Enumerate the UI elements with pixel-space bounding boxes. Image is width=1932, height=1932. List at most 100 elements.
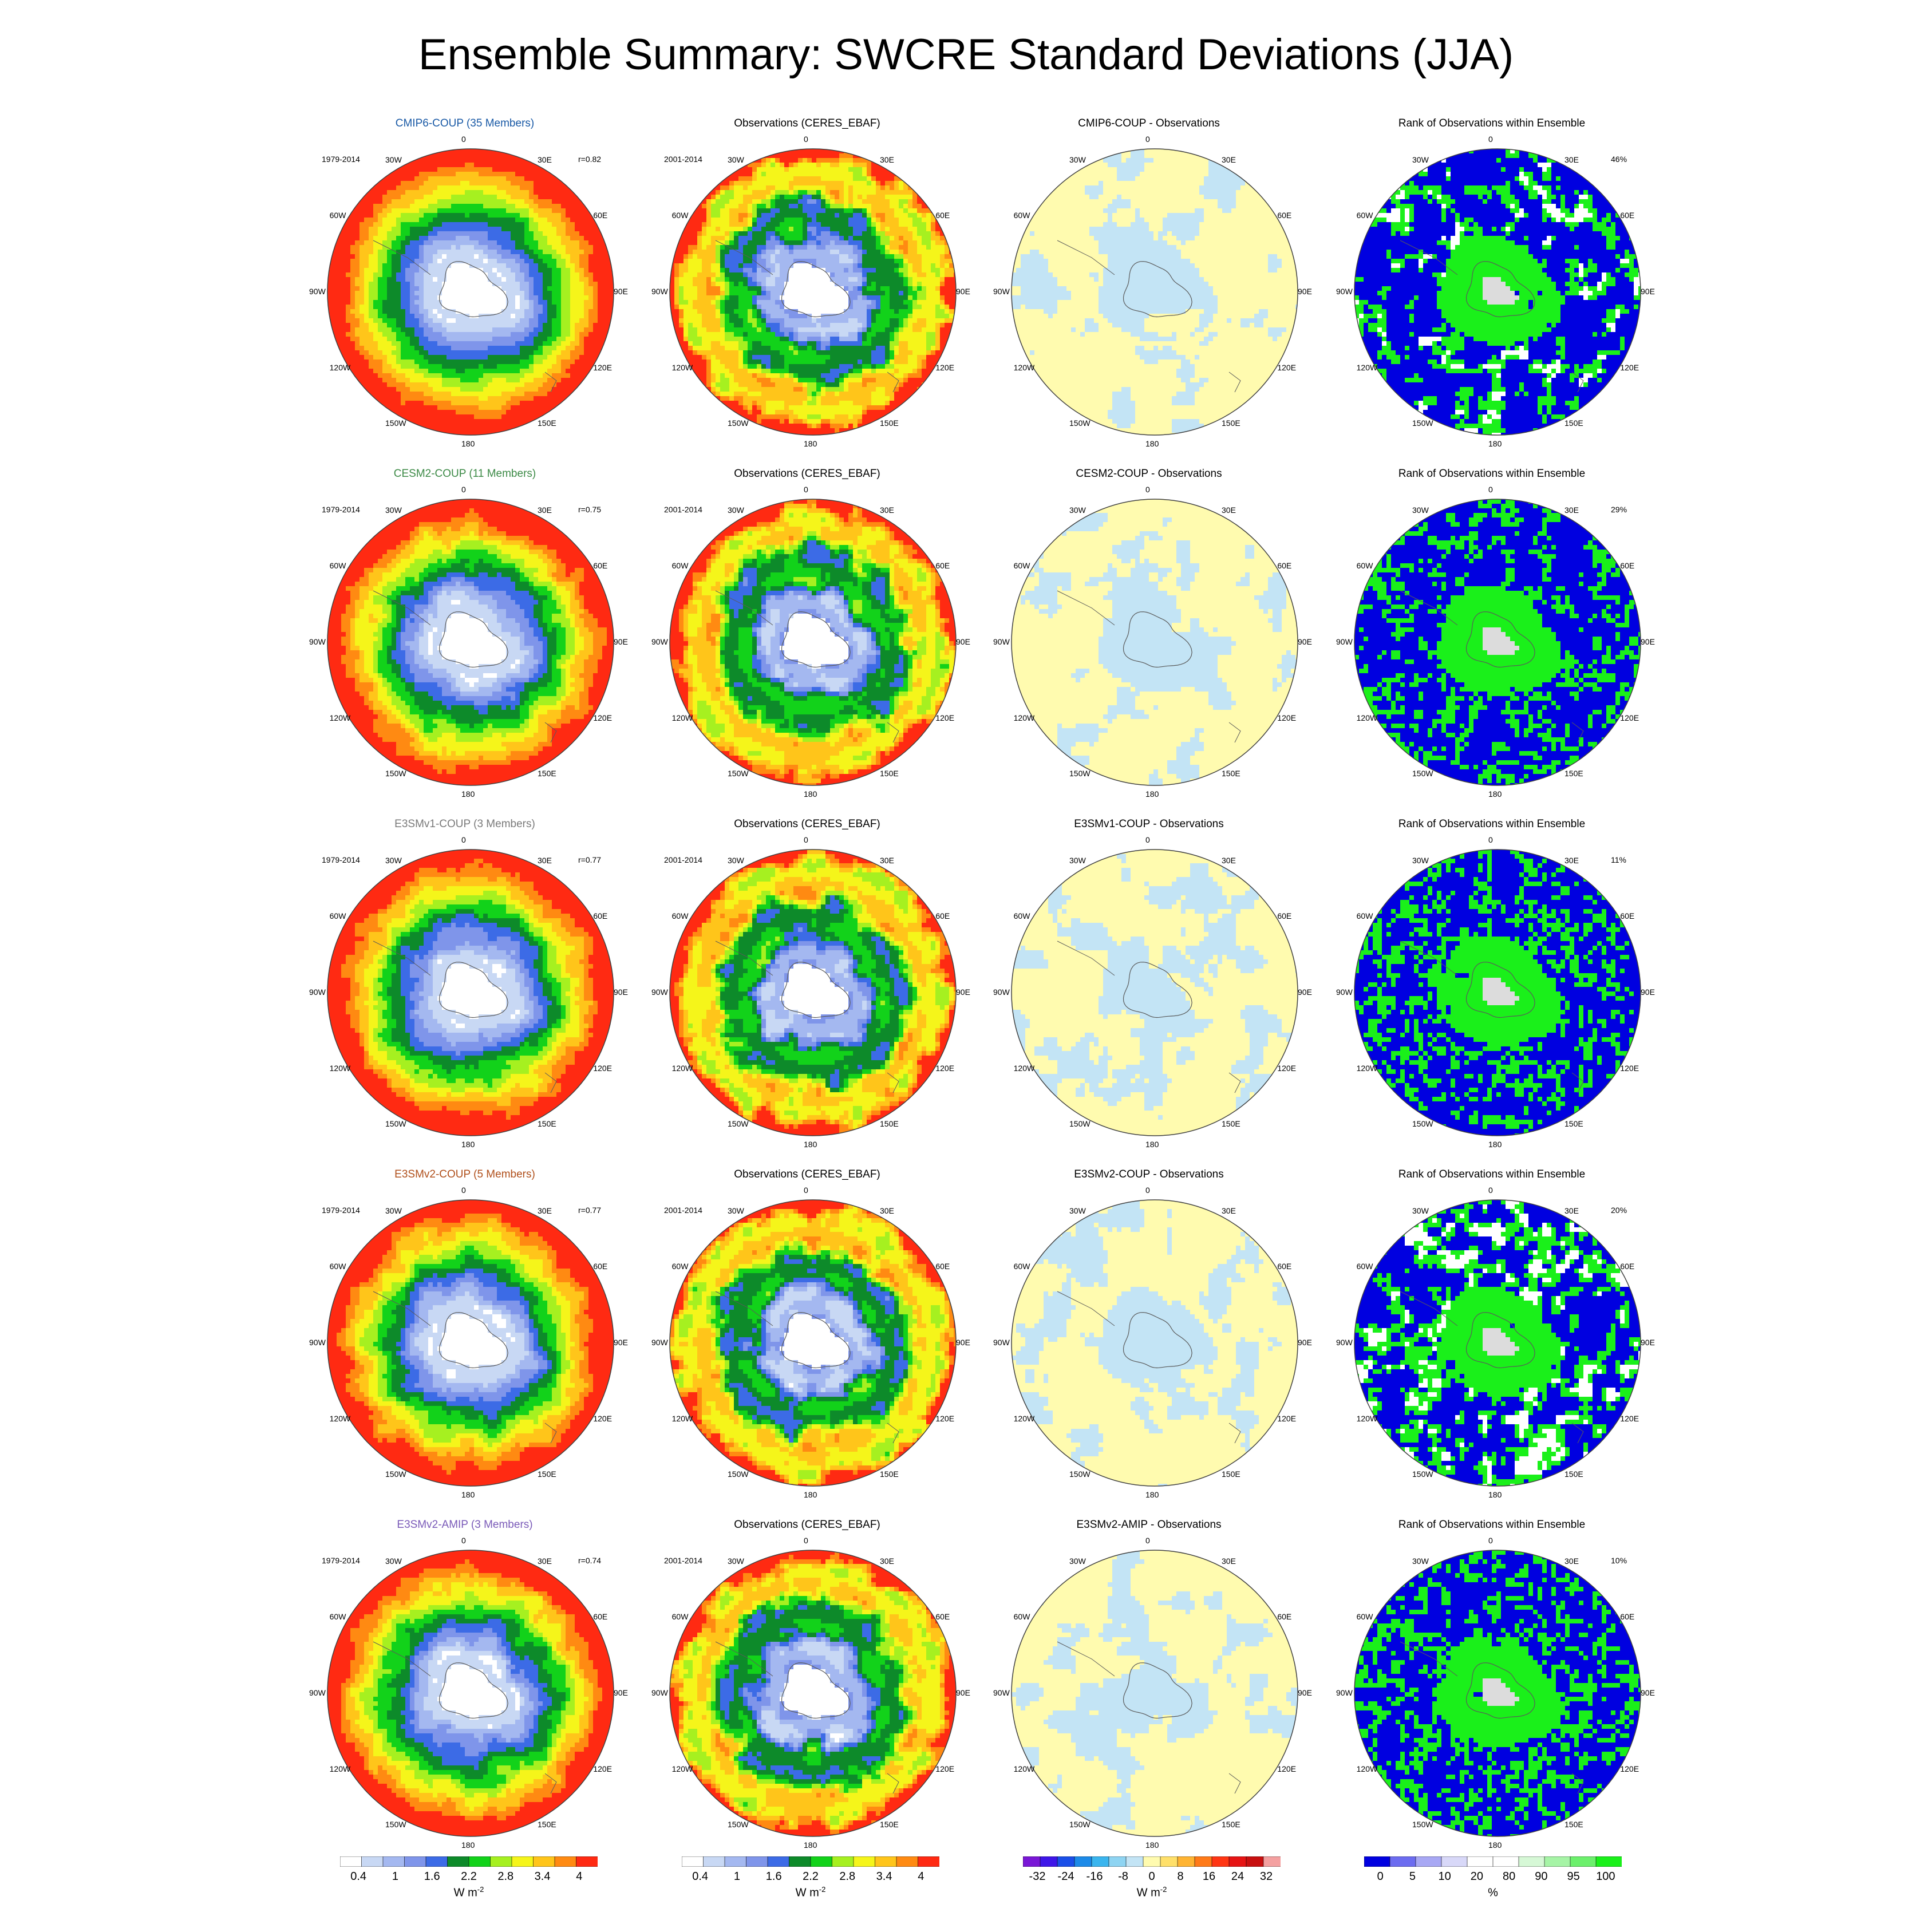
longitude-label: 150W xyxy=(1412,1469,1433,1479)
longitude-label: 180 xyxy=(461,1490,475,1499)
colorbar-swatch xyxy=(1570,1856,1597,1867)
longitude-label: 120E xyxy=(1277,713,1296,722)
colorbar-swatch xyxy=(918,1856,940,1867)
longitude-label: 120E xyxy=(935,713,954,722)
longitude-label: 0 xyxy=(461,485,466,494)
longitude-label: 30W xyxy=(1069,155,1086,164)
polar-map-diff xyxy=(1006,1547,1303,1842)
longitude-label: 0 xyxy=(804,135,808,144)
polar-map-obs xyxy=(664,1547,962,1842)
longitude-label: 90W xyxy=(309,1688,326,1697)
correlation-label: r=0.77 xyxy=(578,855,601,864)
longitude-label: 90E xyxy=(1641,637,1655,646)
longitude-label: 180 xyxy=(1145,1840,1159,1850)
longitude-label: 150W xyxy=(1412,1820,1433,1829)
longitude-label: 180 xyxy=(1488,1140,1502,1149)
colorbar-tick-label: 10 xyxy=(1431,1870,1459,1883)
longitude-label: 150W xyxy=(1069,1820,1091,1829)
colorbar-3: -32 -24 -16 -8 0 8 16 24 32 W m-2 xyxy=(1023,1856,1281,1902)
longitude-label: 150W xyxy=(385,418,406,428)
page-title: Ensemble Summary: SWCRE Standard Deviati… xyxy=(0,30,1932,80)
longitude-label: 90W xyxy=(309,637,326,646)
longitude-label: 120W xyxy=(1014,1414,1035,1423)
panel-obs-row-1: Observations (CERES_EBAF) 0 30E 60E 90E 120E 1… xyxy=(664,129,962,464)
longitude-label: 150E xyxy=(538,1820,556,1829)
longitude-label: 30E xyxy=(1222,1206,1236,1215)
colorbar-swatch xyxy=(1212,1856,1230,1867)
colorbar-swatch xyxy=(1364,1856,1390,1867)
longitude-label: 30E xyxy=(1222,856,1236,865)
longitude-label: 30W xyxy=(1069,856,1086,865)
longitude-label: 60W xyxy=(1014,561,1030,570)
panel-diff-row-2: CESM2-COUP - Observations 0 30E 60E 90E 120E 1… xyxy=(1006,479,1303,814)
longitude-label: 60W xyxy=(672,911,689,920)
longitude-label: 120E xyxy=(593,363,612,372)
polar-map-rank xyxy=(1349,1197,1646,1492)
colorbar-swatch xyxy=(1074,1856,1092,1867)
longitude-label: 60W xyxy=(672,561,689,570)
colorbar-2: 0.4 1 1.6 2.2 2.8 3.4 4 W m-2 xyxy=(682,1856,939,1902)
longitude-label: 180 xyxy=(804,439,817,448)
longitude-label: 30W xyxy=(728,856,744,865)
longitude-label: 30W xyxy=(728,155,744,164)
longitude-label: 90E xyxy=(614,1338,628,1347)
rank-percent-label: 29% xyxy=(1611,505,1627,514)
longitude-label: 150W xyxy=(385,1119,406,1128)
longitude-label: 60E xyxy=(935,561,950,570)
longitude-label: 60E xyxy=(1620,1262,1634,1271)
longitude-label: 120E xyxy=(1277,1414,1296,1423)
colorbar-swatch xyxy=(896,1856,918,1867)
colorbar-swatch xyxy=(1092,1856,1109,1867)
years-label: 1979-2014 xyxy=(322,1556,360,1565)
longitude-label: 150E xyxy=(1564,1119,1583,1128)
colorbar-swatch xyxy=(1493,1856,1519,1867)
longitude-label: 30W xyxy=(1412,1556,1429,1566)
longitude-label: 180 xyxy=(1488,1840,1502,1850)
longitude-label: 30E xyxy=(1222,1556,1236,1566)
diff-panel-title: CESM2-COUP - Observations xyxy=(989,468,1309,480)
polar-map-obs xyxy=(664,146,962,441)
colorbar-swatch xyxy=(491,1856,512,1867)
polar-map-model xyxy=(322,496,619,791)
longitude-label: 180 xyxy=(804,1490,817,1499)
longitude-label: 150W xyxy=(1069,1469,1091,1479)
longitude-label: 60W xyxy=(1014,1262,1030,1271)
longitude-label: 60E xyxy=(1277,911,1291,920)
obs-panel-title: Observations (CERES_EBAF) xyxy=(647,1519,967,1531)
longitude-label: 180 xyxy=(461,439,475,448)
colorbar-swatch xyxy=(875,1856,897,1867)
panel-obs-row-2: Observations (CERES_EBAF) 0 30E 60E 90E 120E 1… xyxy=(664,479,962,814)
longitude-label: 90W xyxy=(1336,637,1353,646)
correlation-label: r=0.74 xyxy=(578,1556,601,1565)
longitude-label: 150E xyxy=(880,418,899,428)
longitude-label: 0 xyxy=(1145,485,1150,494)
colorbar-swatch xyxy=(448,1856,469,1867)
colorbar-swatch xyxy=(768,1856,789,1867)
colorbar-swatch xyxy=(1441,1856,1468,1867)
longitude-label: 90E xyxy=(1298,287,1312,296)
longitude-label: 180 xyxy=(461,789,475,799)
longitude-label: 60W xyxy=(672,1612,689,1621)
longitude-label: 30E xyxy=(880,505,894,515)
longitude-label: 0 xyxy=(1145,135,1150,144)
colorbar-swatch xyxy=(426,1856,448,1867)
longitude-label: 60W xyxy=(330,211,346,220)
longitude-label: 0 xyxy=(804,1536,808,1545)
colorbar-tick-label: 2.8 xyxy=(833,1870,862,1883)
longitude-label: 180 xyxy=(1145,439,1159,448)
longitude-label: 120W xyxy=(672,713,693,722)
longitude-label: 120W xyxy=(330,1064,351,1073)
longitude-label: 60E xyxy=(1620,911,1634,920)
longitude-label: 60W xyxy=(672,211,689,220)
longitude-label: 30W xyxy=(1412,1206,1429,1215)
years-label: 2001-2014 xyxy=(664,1206,702,1215)
longitude-label: 180 xyxy=(1145,1490,1159,1499)
longitude-label: 90W xyxy=(1336,1338,1353,1347)
units-text: W m xyxy=(454,1887,477,1899)
longitude-label: 60E xyxy=(593,561,607,570)
years-label: 1979-2014 xyxy=(322,1206,360,1215)
longitude-label: 150W xyxy=(1412,1119,1433,1128)
rank-percent-label: 11% xyxy=(1611,855,1626,864)
longitude-label: 30E xyxy=(1564,856,1579,865)
longitude-label: 150E xyxy=(1222,769,1240,778)
